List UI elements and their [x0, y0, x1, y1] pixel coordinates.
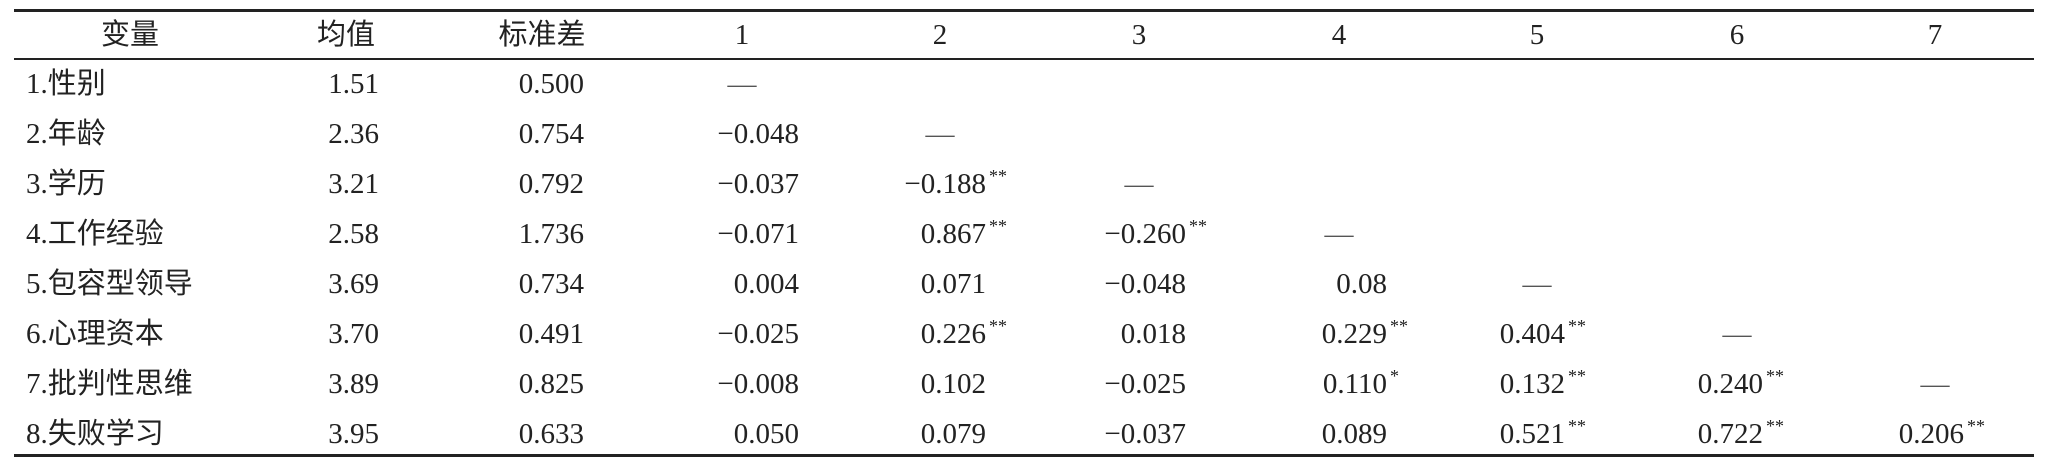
header-cell: 3 — [1131, 19, 1147, 51]
header-cell: 6 — [1729, 19, 1745, 51]
dash-cell: — — [1722, 318, 1752, 350]
value-cell: 0.867 — [920, 218, 986, 250]
significance-mark: ** — [1189, 216, 1207, 236]
value-cell: 0.08 — [1336, 268, 1387, 300]
row-label: 8.失败学习 — [26, 418, 164, 450]
header-cell: 1 — [734, 19, 750, 51]
header-cell: 变量 — [100, 19, 160, 51]
header-rule — [14, 58, 2034, 60]
value-cell: −0.048 — [1104, 268, 1186, 300]
value-cell: 0.240 — [1697, 368, 1763, 400]
value-cell: 0.734 — [518, 268, 584, 300]
value-cell: 0.004 — [733, 268, 799, 300]
value-cell: 3.69 — [328, 268, 379, 300]
row-label: 6.心理资本 — [26, 318, 164, 350]
value-cell: −0.025 — [1104, 368, 1186, 400]
bottom-rule — [14, 454, 2034, 457]
value-cell: −0.188 — [904, 168, 986, 200]
value-cell: −0.008 — [717, 368, 799, 400]
row-label: 7.批判性思维 — [26, 368, 193, 400]
significance-mark: ** — [1766, 416, 1784, 436]
value-cell: 0.521 — [1499, 418, 1565, 450]
significance-mark: * — [1390, 366, 1399, 386]
value-cell: 1.51 — [328, 68, 379, 100]
significance-mark: ** — [1766, 366, 1784, 386]
header-cell: 2 — [932, 19, 948, 51]
header-cell: 7 — [1927, 19, 1943, 51]
value-cell: 0.089 — [1321, 418, 1387, 450]
dash-cell: — — [1124, 168, 1154, 200]
top-rule — [14, 9, 2034, 12]
header-cell: 标准差 — [498, 19, 586, 51]
value-cell: 0.404 — [1499, 318, 1565, 350]
significance-mark: ** — [989, 216, 1007, 236]
value-cell: 0.491 — [518, 318, 584, 350]
value-cell: 0.754 — [518, 118, 584, 150]
dash-cell: — — [1324, 218, 1354, 250]
value-cell: 0.132 — [1499, 368, 1565, 400]
value-cell: 0.050 — [733, 418, 799, 450]
significance-mark: ** — [989, 316, 1007, 336]
significance-mark: ** — [1967, 416, 1985, 436]
row-label: 2.年龄 — [26, 118, 106, 150]
header-cell: 5 — [1529, 19, 1545, 51]
value-cell: 0.079 — [920, 418, 986, 450]
significance-mark: ** — [989, 166, 1007, 186]
value-cell: −0.037 — [717, 168, 799, 200]
row-label: 4.工作经验 — [26, 218, 164, 250]
value-cell: 3.70 — [328, 318, 379, 350]
significance-mark: ** — [1568, 366, 1586, 386]
value-cell: 2.58 — [328, 218, 379, 250]
significance-mark: ** — [1568, 316, 1586, 336]
dash-cell: — — [925, 118, 955, 150]
row-label: 5.包容型领导 — [26, 268, 193, 300]
row-label: 1.性别 — [26, 68, 106, 100]
header-cell: 均值 — [316, 19, 376, 51]
value-cell: 1.736 — [518, 218, 584, 250]
value-cell: 0.229 — [1321, 318, 1387, 350]
value-cell: 0.206 — [1898, 418, 1964, 450]
value-cell: 0.110 — [1322, 368, 1387, 400]
value-cell: 0.722 — [1697, 418, 1763, 450]
value-cell: 0.633 — [518, 418, 584, 450]
value-cell: −0.037 — [1104, 418, 1186, 450]
value-cell: 3.95 — [328, 418, 379, 450]
value-cell: 0.500 — [518, 68, 584, 100]
value-cell: 0.792 — [518, 168, 584, 200]
value-cell: −0.048 — [717, 118, 799, 150]
significance-mark: ** — [1390, 316, 1408, 336]
value-cell: −0.025 — [717, 318, 799, 350]
value-cell: 0.226 — [920, 318, 986, 350]
significance-mark: ** — [1568, 416, 1586, 436]
value-cell: 0.102 — [920, 368, 986, 400]
value-cell: 0.825 — [518, 368, 584, 400]
value-cell: −0.260 — [1104, 218, 1186, 250]
dash-cell: — — [727, 68, 757, 100]
value-cell: 3.21 — [328, 168, 379, 200]
dash-cell: — — [1522, 268, 1552, 300]
header-cell: 4 — [1331, 19, 1347, 51]
dash-cell: — — [1920, 368, 1950, 400]
value-cell: 2.36 — [328, 118, 379, 150]
value-cell: 0.018 — [1120, 318, 1186, 350]
value-cell: 3.89 — [328, 368, 379, 400]
row-label: 3.学历 — [26, 168, 106, 200]
value-cell: 0.071 — [920, 268, 986, 300]
value-cell: −0.071 — [717, 218, 799, 250]
